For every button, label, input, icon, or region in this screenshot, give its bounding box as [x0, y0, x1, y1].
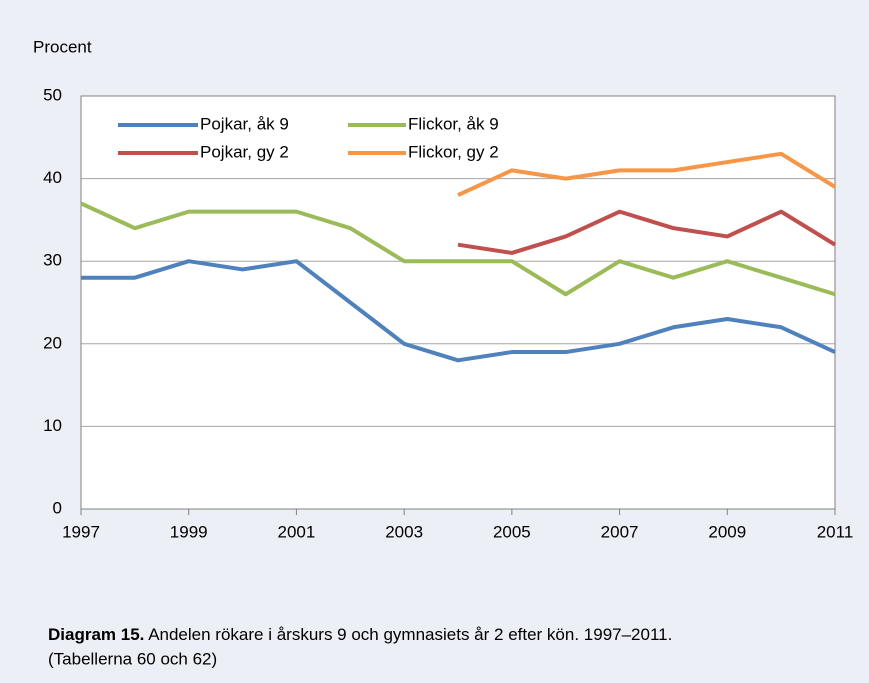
y-tick-label: 50 — [43, 85, 62, 104]
x-tick-label: 2007 — [601, 522, 639, 541]
y-tick-label: 10 — [43, 416, 62, 435]
x-tick-label: 2009 — [708, 522, 746, 541]
caption-label: Diagram 15. — [48, 625, 144, 644]
legend-label: Flickor, gy 2 — [408, 142, 499, 161]
x-tick-label: 2003 — [385, 522, 423, 541]
y-tick-label: 20 — [43, 333, 62, 352]
x-tick-label: 2011 — [817, 522, 854, 541]
x-tick-label: 1997 — [62, 522, 100, 541]
series-line — [81, 259, 836, 363]
caption-text: Andelen rökare i årskurs 9 och gymnasiet… — [148, 625, 672, 644]
y-tick-label: 0 — [53, 498, 62, 517]
series-line — [457, 151, 837, 197]
legend-label: Pojkar, gy 2 — [200, 142, 289, 161]
series-line — [80, 201, 836, 297]
plot-border — [80, 95, 836, 510]
y-tick-label: 40 — [43, 168, 62, 187]
x-tick-label: 2005 — [493, 522, 531, 541]
y-tick-label: 30 — [43, 251, 62, 270]
x-tick-label: 1999 — [170, 522, 208, 541]
series-line — [457, 209, 837, 255]
x-tick-label: 2001 — [278, 522, 316, 541]
caption-note: (Tabellerna 60 och 62) — [48, 649, 217, 668]
y-axis-label: Procent — [33, 37, 92, 56]
legend-label: Pojkar, åk 9 — [200, 114, 289, 133]
caption: Diagram 15. Andelen rökare i årskurs 9 o… — [48, 625, 672, 644]
legend-label: Flickor, åk 9 — [408, 114, 499, 133]
